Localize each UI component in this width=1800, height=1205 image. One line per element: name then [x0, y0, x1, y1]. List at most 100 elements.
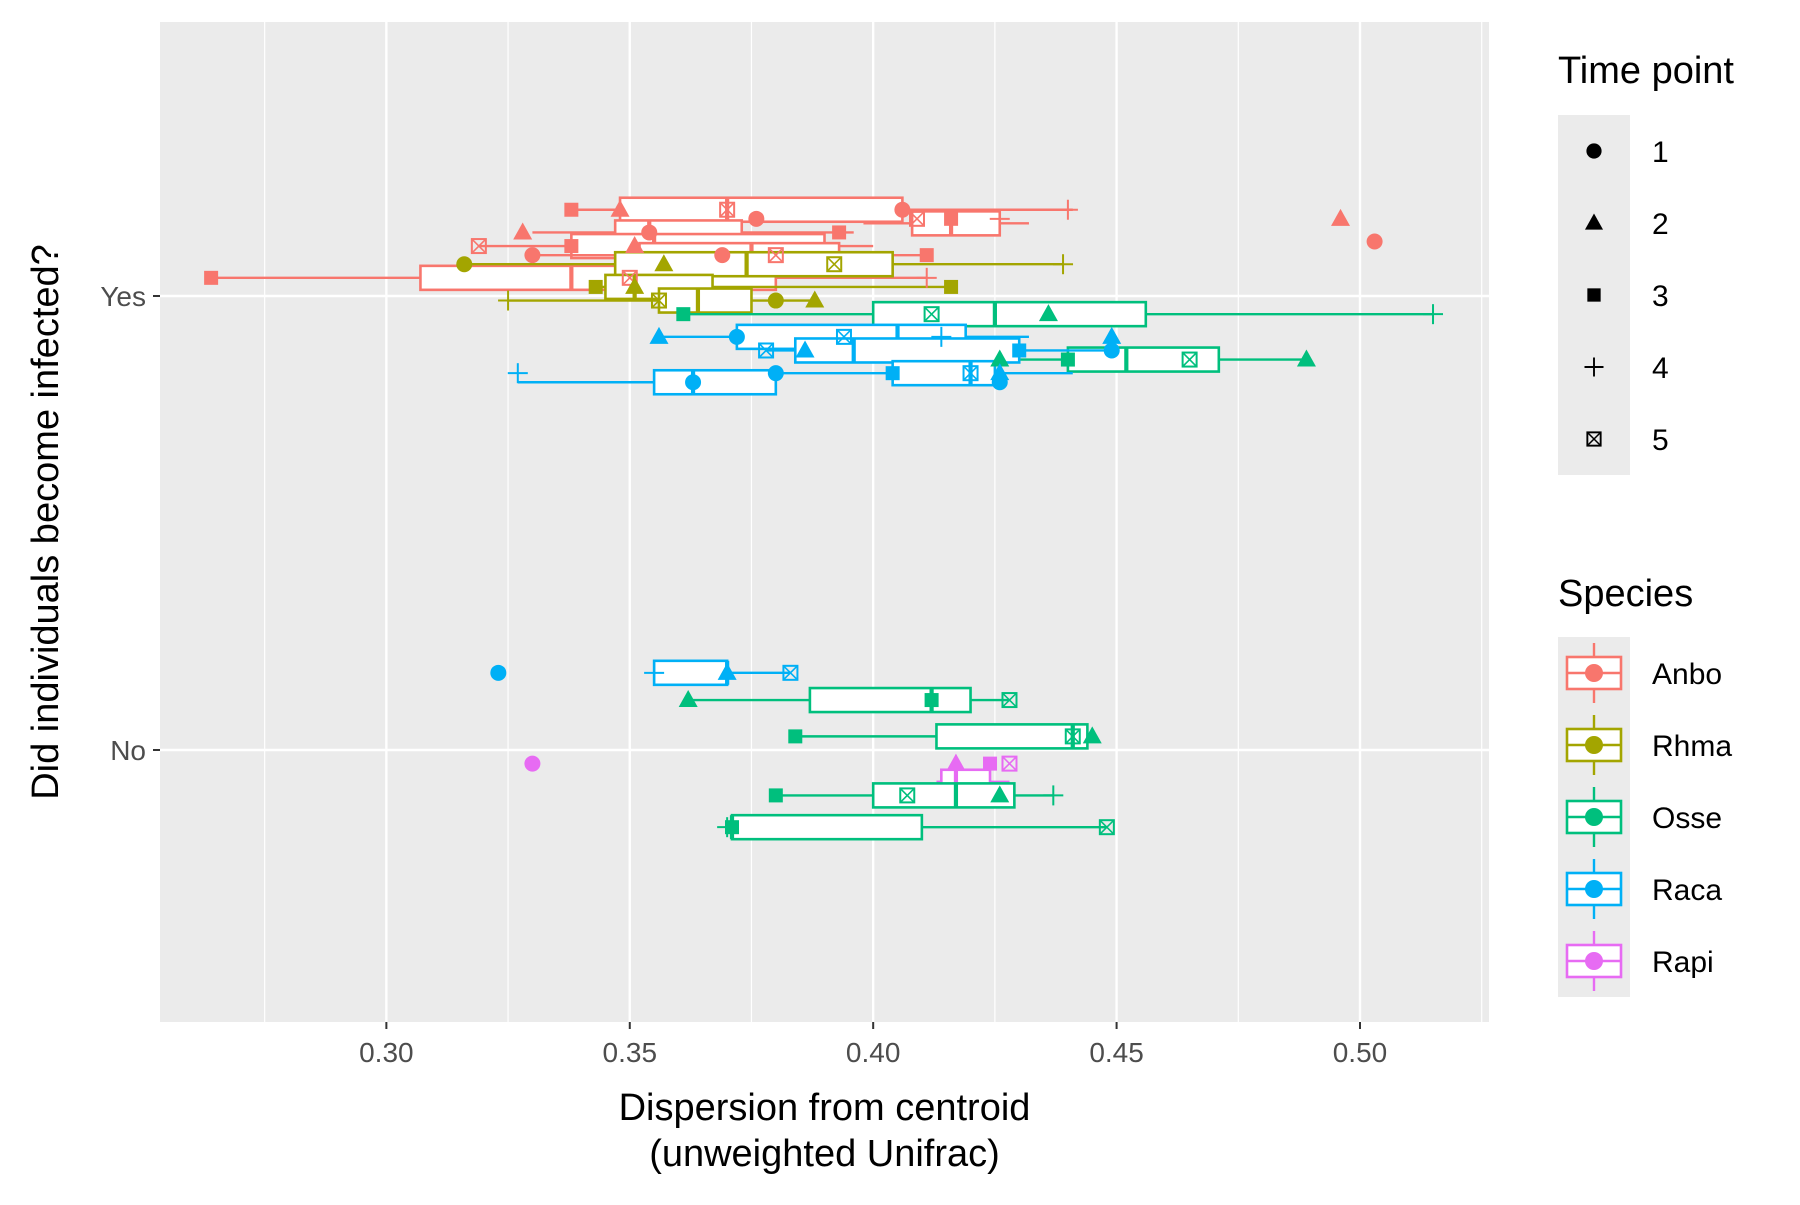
- point-anbo-t5: [908, 210, 925, 227]
- point-raca-t4: [644, 662, 665, 683]
- point-raca-t1: [685, 374, 702, 391]
- x-tick-label: 0.45: [1089, 1037, 1144, 1068]
- point-osse-t5: [1064, 728, 1081, 745]
- legend-species-label: Raca: [1652, 874, 1722, 907]
- point-osse-t5: [923, 306, 940, 323]
- box-layer: [211, 196, 1434, 841]
- point-anbo-t1: [524, 247, 541, 264]
- legend-time-key: [1586, 431, 1602, 447]
- point-anbo-t4: [1057, 199, 1078, 220]
- point-raca-t1: [991, 374, 1008, 391]
- point-osse-t2: [1296, 349, 1316, 367]
- legend-species-item: Anbo: [1558, 637, 1722, 709]
- box-raca-no: [652, 659, 791, 687]
- legend-species-label: Osse: [1652, 802, 1722, 835]
- x-tick-label: 0.50: [1333, 1037, 1388, 1068]
- point-rhma-t5: [650, 292, 667, 309]
- point-osse-t2: [1038, 304, 1058, 322]
- legend-time-item: 5: [1558, 403, 1669, 475]
- legend-species-item: Rapi: [1558, 925, 1714, 997]
- point-raca-t2: [649, 326, 669, 344]
- point-rhma-t1: [767, 292, 784, 309]
- point-rhma-t1: [456, 256, 473, 273]
- point-raca-t2: [1102, 326, 1122, 344]
- point-rhma-t2: [625, 276, 645, 294]
- outlier-anbo-t2: [1331, 208, 1351, 226]
- legend-time-key: [1584, 357, 1604, 377]
- outlier-rapi-t1: [524, 755, 541, 772]
- grid-layer: [160, 22, 1489, 1022]
- y-tick-label: No: [110, 735, 146, 766]
- point-raca-t5: [962, 365, 979, 382]
- point-anbo-t1: [894, 201, 911, 218]
- point-anbo-t3: [919, 248, 934, 263]
- plot-panel: [160, 22, 1489, 1022]
- point-anbo-t2: [610, 199, 630, 217]
- point-osse-t4: [1043, 785, 1064, 806]
- point-raca-t3: [1012, 343, 1027, 358]
- legend-time-label: 1: [1652, 136, 1669, 169]
- point-osse-t2: [678, 690, 698, 708]
- point-osse-t3: [768, 788, 783, 803]
- outlier-raca-t1: [490, 664, 507, 681]
- point-osse-t3: [1060, 352, 1075, 367]
- point-rapi-t5: [1001, 755, 1018, 772]
- point-rhma-t4: [1053, 254, 1074, 275]
- x-tick-label: 0.40: [846, 1037, 901, 1068]
- point-raca-t2: [795, 340, 815, 358]
- legend-species-item: Osse: [1558, 781, 1722, 853]
- point-rapi-t3: [983, 756, 998, 771]
- point-rhma-t2: [805, 290, 825, 308]
- legend-species-label: Rhma: [1652, 730, 1732, 763]
- point-rhma-t3: [588, 279, 603, 294]
- point-anbo-t2: [513, 222, 533, 240]
- x-axis-title: (unweighted Unifrac): [649, 1133, 1000, 1175]
- legend-time-label: 3: [1652, 280, 1669, 313]
- point-raca-t2: [717, 662, 737, 680]
- point-osse-t4: [1423, 304, 1444, 325]
- point-osse-t2: [990, 349, 1010, 367]
- legend-species-title: Species: [1558, 573, 1693, 615]
- point-anbo-t3: [944, 211, 959, 226]
- legend-species-item: Rhma: [1558, 709, 1732, 781]
- point-anbo-t2: [625, 236, 645, 254]
- y-tick-label: Yes: [100, 281, 146, 312]
- legend-time-item: 3: [1558, 259, 1669, 331]
- point-anbo-t4: [916, 267, 937, 288]
- point-anbo-t1: [748, 210, 765, 227]
- point-raca-t4: [931, 326, 952, 347]
- box-osse-no: [727, 813, 1107, 841]
- legend-time-label: 2: [1652, 208, 1669, 241]
- legend-species-label: Rapi: [1652, 946, 1714, 979]
- legend-time-item: 1: [1558, 115, 1669, 187]
- point-raca-t5: [835, 328, 852, 345]
- point-rapi-t2: [946, 753, 966, 771]
- point-anbo-t3: [564, 239, 579, 254]
- legend-time-label: 4: [1652, 352, 1669, 385]
- point-rhma-t2: [654, 254, 674, 272]
- point-osse-t2: [1082, 726, 1102, 744]
- point-anbo-t1: [714, 247, 731, 264]
- legend-time-label: 5: [1652, 424, 1669, 457]
- point-layer: [204, 199, 1444, 838]
- axis-layer: 0.30 0.35 0.40 0.45 0.50 No Yes Dispersion from…: [25, 244, 1387, 1175]
- box-osse-no: [688, 686, 1010, 714]
- point-anbo-t3: [204, 270, 219, 285]
- legend-species-item: Raca: [1558, 853, 1722, 925]
- point-rhma-t5: [826, 256, 843, 273]
- outlier-anbo-t1: [1366, 233, 1383, 250]
- point-rhma-t3: [944, 279, 959, 294]
- legend-time-item: 2: [1558, 187, 1669, 259]
- x-tick-label: 0.35: [603, 1037, 658, 1068]
- point-osse-t5: [1181, 351, 1198, 368]
- point-osse-t5: [1098, 819, 1115, 836]
- point-raca-t1: [1103, 342, 1120, 359]
- point-osse-t3: [725, 820, 740, 835]
- point-raca-t5: [782, 664, 799, 681]
- x-tick-label: 0.30: [359, 1037, 414, 1068]
- legend-time-key: [1584, 213, 1604, 230]
- legend-time-title: Time point: [1558, 50, 1734, 92]
- point-anbo-t1: [641, 224, 658, 241]
- legend-time-key: [1587, 288, 1601, 302]
- legend-time-item: 4: [1558, 331, 1669, 403]
